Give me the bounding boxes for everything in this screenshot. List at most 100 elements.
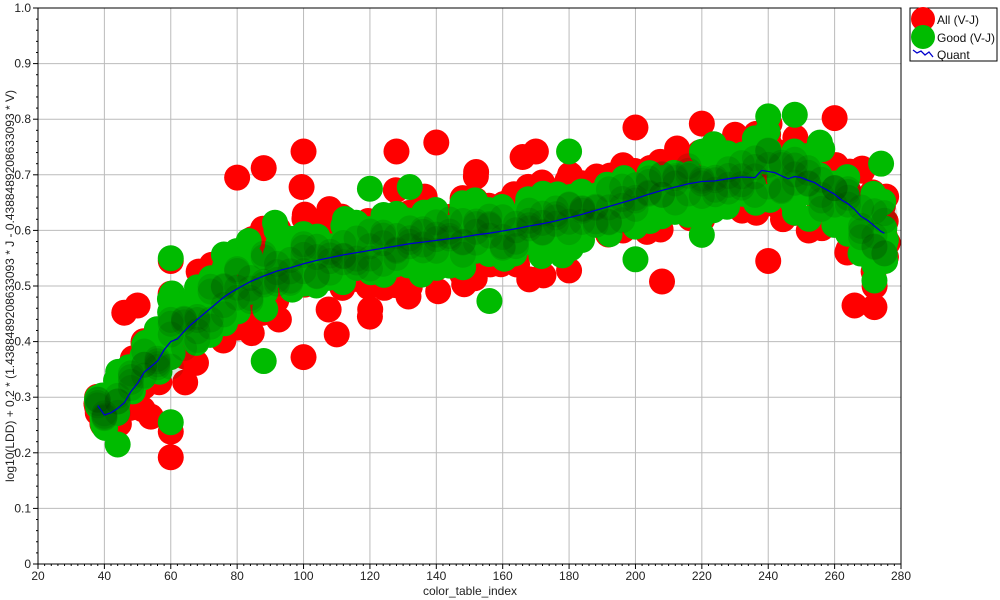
good-point bbox=[356, 175, 383, 202]
y-tick-label: 0.2 bbox=[14, 446, 31, 460]
good-density-mark bbox=[871, 240, 898, 267]
good-point bbox=[688, 221, 715, 248]
y-tick-label: 1.0 bbox=[14, 1, 31, 15]
good-density-mark bbox=[516, 215, 543, 242]
good-density-mark bbox=[370, 219, 397, 246]
good-density-mark bbox=[489, 224, 516, 251]
x-tick-label: 220 bbox=[692, 569, 712, 583]
good-density-mark bbox=[848, 212, 875, 239]
good-density-mark bbox=[144, 345, 171, 372]
all-point bbox=[323, 321, 350, 348]
good-density-mark bbox=[330, 243, 357, 270]
good-density-mark bbox=[768, 176, 795, 203]
good-point bbox=[871, 215, 898, 242]
good-density-mark bbox=[582, 211, 609, 238]
good-density-mark bbox=[609, 173, 636, 200]
y-tick-label: 0 bbox=[24, 557, 31, 571]
good-point bbox=[235, 227, 262, 254]
good-density-mark bbox=[489, 234, 516, 261]
good-density-mark bbox=[117, 368, 144, 395]
good-density-mark bbox=[131, 351, 158, 378]
good-density-mark bbox=[529, 219, 556, 246]
good-density-mark bbox=[741, 145, 768, 172]
y-tick-label: 0.6 bbox=[14, 223, 31, 237]
all-point bbox=[821, 105, 848, 132]
legend-marker-good bbox=[911, 25, 935, 49]
good-density-mark bbox=[821, 175, 848, 202]
good-density-mark bbox=[144, 354, 171, 381]
good-density-mark bbox=[542, 204, 569, 231]
good-density-mark bbox=[688, 183, 715, 210]
good-density-mark bbox=[91, 402, 118, 429]
x-tick-label: 280 bbox=[891, 569, 911, 583]
good-density-mark bbox=[263, 270, 290, 297]
good-density-mark bbox=[635, 179, 662, 206]
all-point bbox=[755, 247, 782, 274]
good-density-mark bbox=[542, 201, 569, 228]
good-density-mark bbox=[317, 248, 344, 275]
all-point bbox=[861, 294, 888, 321]
good-density-mark bbox=[303, 262, 330, 289]
good-density-mark bbox=[117, 360, 144, 387]
good-density-mark bbox=[755, 138, 782, 165]
good-density-mark bbox=[171, 335, 198, 362]
good-density-mark bbox=[330, 230, 357, 257]
all-point bbox=[290, 138, 317, 165]
good-density-mark bbox=[117, 375, 144, 402]
good-density-mark bbox=[157, 306, 184, 333]
all-point bbox=[290, 344, 317, 371]
good-density-mark bbox=[795, 159, 822, 186]
good-density-mark bbox=[861, 198, 888, 225]
good-density-mark bbox=[383, 244, 410, 271]
good-density-mark bbox=[715, 163, 742, 190]
good-point bbox=[476, 288, 503, 315]
good-density-mark bbox=[303, 244, 330, 271]
good-density-mark bbox=[157, 310, 184, 337]
good-density-mark bbox=[702, 164, 729, 191]
good-density-mark bbox=[449, 207, 476, 234]
good-density-mark bbox=[728, 163, 755, 190]
good-density-mark bbox=[423, 237, 450, 264]
good-density-mark bbox=[821, 175, 848, 202]
good-density-mark bbox=[871, 207, 898, 234]
good-density-mark bbox=[702, 176, 729, 203]
good-density-mark bbox=[768, 178, 795, 205]
good-density-mark bbox=[370, 222, 397, 249]
good-density-mark bbox=[131, 338, 158, 365]
good-density-mark bbox=[662, 170, 689, 197]
good-density-mark bbox=[396, 215, 423, 242]
good-density-mark bbox=[662, 163, 689, 190]
x-tick-label: 140 bbox=[426, 569, 446, 583]
good-density-mark bbox=[396, 233, 423, 260]
good-point bbox=[549, 242, 576, 269]
good-density-mark bbox=[157, 353, 184, 380]
good-density-mark bbox=[728, 150, 755, 177]
good-density-mark bbox=[184, 326, 211, 353]
good-density-mark bbox=[556, 208, 583, 235]
x-axis: 20 40 60 80 100 120 140 160 180 200 220 240 260 280 bbox=[31, 564, 911, 583]
good-density-mark bbox=[609, 192, 636, 219]
good-density-mark bbox=[688, 167, 715, 194]
all-point bbox=[315, 296, 342, 323]
good-density-mark bbox=[871, 200, 898, 227]
good-density-mark bbox=[144, 351, 171, 378]
good-density-mark bbox=[781, 169, 808, 196]
good-point bbox=[871, 241, 898, 268]
good-density-mark bbox=[556, 191, 583, 218]
good-density-mark bbox=[808, 166, 835, 193]
good-point bbox=[861, 267, 888, 294]
x-tick-label: 60 bbox=[164, 569, 178, 583]
good-density-mark bbox=[410, 216, 437, 243]
good-density-mark bbox=[197, 313, 224, 340]
good-density-mark bbox=[84, 390, 111, 417]
x-tick-label: 160 bbox=[493, 569, 513, 583]
good-density-mark bbox=[755, 137, 782, 164]
good-density-mark bbox=[569, 197, 596, 224]
good-density-mark bbox=[157, 321, 184, 348]
good-density-mark bbox=[741, 154, 768, 181]
good-density-mark bbox=[861, 222, 888, 249]
good-density-mark bbox=[290, 258, 317, 285]
good-density-mark bbox=[237, 288, 264, 315]
legend-label-quant: Quant bbox=[937, 48, 970, 62]
x-axis-label: color_table_index bbox=[423, 584, 517, 598]
